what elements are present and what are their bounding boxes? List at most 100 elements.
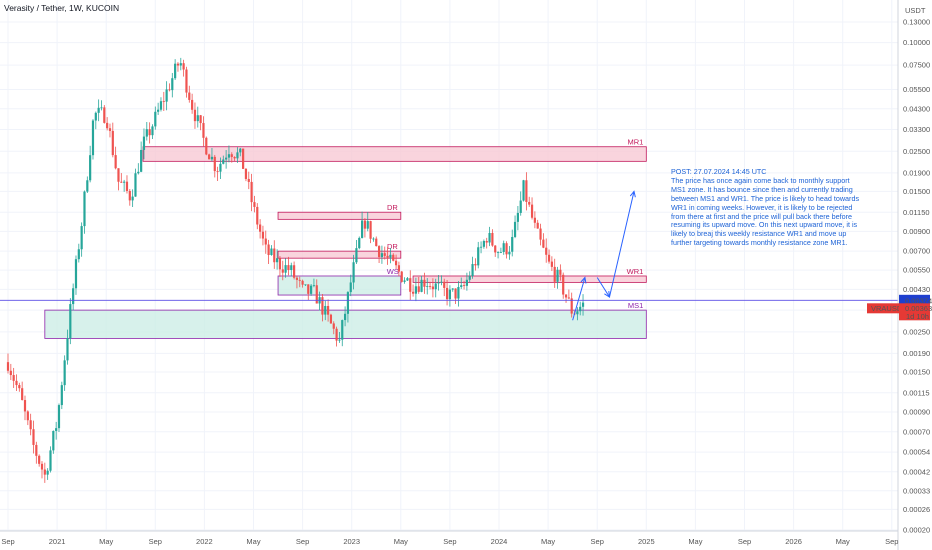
- zone-label: WS: [387, 267, 399, 276]
- zones-layer: MR1 DR DR WR1 WS MS1: [44, 138, 647, 339]
- candle-body: [193, 109, 197, 122]
- candle-body: [176, 63, 180, 66]
- candle-body: [157, 109, 160, 112]
- x-tick-label: May: [394, 537, 408, 546]
- candle-body: [477, 247, 480, 266]
- candle-body: [457, 287, 460, 299]
- symbol-price-tag: [899, 303, 930, 321]
- candle-body: [471, 264, 474, 277]
- candle-body: [562, 274, 565, 295]
- candle-body: [366, 221, 369, 229]
- x-tick-label: May: [541, 537, 555, 546]
- candle-body: [533, 217, 536, 223]
- candle-body: [505, 243, 508, 255]
- candle-body: [125, 181, 129, 191]
- candle-body: [77, 249, 80, 260]
- countdown-text: 1d 10h: [906, 312, 929, 321]
- candle-body: [451, 288, 454, 290]
- candle-body: [26, 411, 29, 421]
- overlay-layer: [0, 190, 898, 321]
- candle-body: [100, 107, 103, 109]
- candles-layer: [6, 57, 585, 483]
- candle-body: [142, 136, 146, 150]
- candle-body: [420, 279, 423, 292]
- candle-body: [148, 129, 151, 136]
- candle-body: [162, 101, 165, 102]
- candle-body: [448, 289, 451, 300]
- candle-body: [281, 269, 284, 273]
- candle-body: [360, 220, 364, 238]
- candle-body: [94, 112, 97, 121]
- candle-body: [290, 265, 293, 270]
- candle-body: [293, 265, 296, 278]
- last-price-text: 0.00374: [905, 296, 932, 305]
- candle-body: [411, 291, 415, 294]
- candle-body: [97, 107, 100, 113]
- candle-body: [273, 248, 276, 263]
- candle-body: [9, 370, 12, 376]
- candle-body: [219, 163, 222, 172]
- y-tick-label: 0.00430: [903, 285, 930, 294]
- candle-body: [403, 280, 406, 282]
- y-tick-label: 0.01150: [903, 208, 930, 217]
- x-tick-label: 2025: [638, 537, 655, 546]
- chart-grid: [0, 0, 898, 531]
- candle-body: [191, 99, 194, 110]
- candle-body: [128, 190, 131, 201]
- chart-title: Verasity / Tether, 1W, KUCOIN: [4, 3, 120, 13]
- candle-body: [202, 123, 205, 138]
- symbol-price-text: 0.00363: [905, 304, 932, 313]
- candle-body: [244, 168, 248, 179]
- candle-body: [434, 283, 437, 290]
- candle-body: [230, 154, 233, 157]
- candle-body: [355, 248, 358, 263]
- candle-body: [465, 279, 468, 286]
- note-title: POST: 27.07.2024 14:45 UTC: [671, 167, 767, 176]
- candle-body: [525, 180, 528, 202]
- x-tick-label: 2021: [49, 537, 66, 546]
- candle-body: [179, 63, 182, 66]
- candle-body: [437, 282, 440, 284]
- candle-body: [239, 148, 242, 153]
- candle-body: [406, 278, 409, 281]
- x-tick-label: 2022: [196, 537, 213, 546]
- y-tick-label: 0.00033: [903, 486, 930, 495]
- x-tick-label: May: [836, 537, 850, 546]
- candle-body: [511, 236, 514, 252]
- candle-body: [496, 252, 500, 253]
- candle-body: [185, 69, 188, 93]
- candle-body: [287, 265, 290, 270]
- candle-body: [488, 232, 491, 243]
- candle-body: [46, 470, 49, 475]
- projection-arrow: [608, 191, 635, 298]
- candle-body: [516, 212, 519, 222]
- candle-body: [428, 286, 432, 287]
- y-tick-label: 0.00090: [903, 408, 930, 417]
- candle-body: [324, 305, 327, 315]
- candle-body: [326, 305, 330, 315]
- candle-body: [556, 269, 559, 282]
- candle-body: [460, 285, 463, 288]
- candle-body: [335, 328, 338, 341]
- candle-body: [559, 269, 562, 275]
- candle-body: [43, 469, 46, 475]
- candle-body: [513, 221, 517, 237]
- candle-body: [225, 157, 228, 160]
- candle-body: [431, 286, 435, 290]
- candle-body: [352, 262, 355, 283]
- candle-body: [550, 261, 553, 267]
- candle-body: [301, 280, 304, 285]
- y-tick-label: 0.00042: [903, 467, 930, 476]
- x-tick-label: 2024: [491, 537, 508, 546]
- candle-body: [103, 107, 106, 123]
- candle-body: [375, 238, 378, 247]
- last-price-tag: [899, 294, 930, 306]
- y-tick-label: 0.13000: [903, 18, 930, 27]
- x-tick-label: May: [688, 537, 702, 546]
- y-tick-label: 0.03300: [903, 125, 930, 134]
- candle-body: [165, 89, 168, 102]
- candle-body: [343, 313, 347, 321]
- candle-body: [38, 455, 41, 464]
- projection-arrow: [596, 277, 610, 298]
